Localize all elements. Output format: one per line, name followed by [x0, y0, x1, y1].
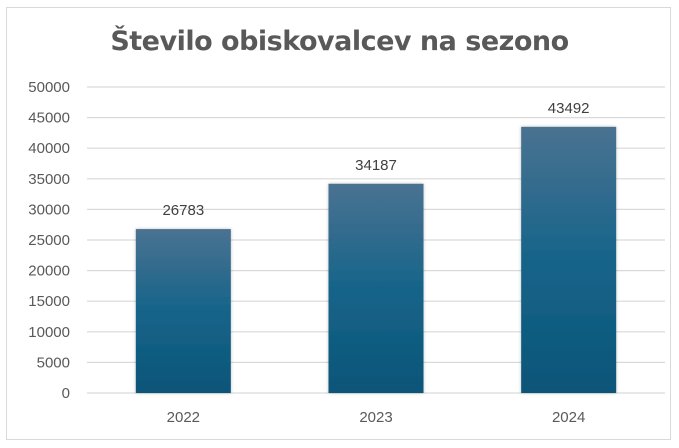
- x-tick-label: 2022: [167, 409, 200, 426]
- y-tick-label: 40000: [28, 140, 70, 157]
- y-tick-label: 10000: [28, 324, 70, 341]
- y-tick-label: 0: [62, 385, 70, 402]
- data-label: 34187: [355, 157, 397, 174]
- y-tick-label: 45000: [28, 110, 70, 127]
- y-tick-label: 25000: [28, 232, 70, 249]
- x-tick-label: 2024: [552, 409, 585, 426]
- y-tick-label: 15000: [28, 293, 70, 310]
- bar-2023: [328, 183, 424, 393]
- y-tick-label: 30000: [28, 201, 70, 218]
- data-label: 26783: [162, 202, 204, 219]
- chart-title: Število obiskovalcev na sezono: [110, 26, 569, 57]
- x-tick-label: 2023: [359, 409, 392, 426]
- bar-2024: [521, 126, 617, 394]
- y-tick-label: 50000: [28, 79, 70, 96]
- y-tick-label: 35000: [28, 171, 70, 188]
- data-label: 43492: [548, 100, 590, 117]
- bar-2022: [135, 229, 231, 393]
- chart-frame: [6, 7, 671, 440]
- y-tick-label: 20000: [28, 263, 70, 280]
- y-tick-label: 5000: [37, 354, 70, 371]
